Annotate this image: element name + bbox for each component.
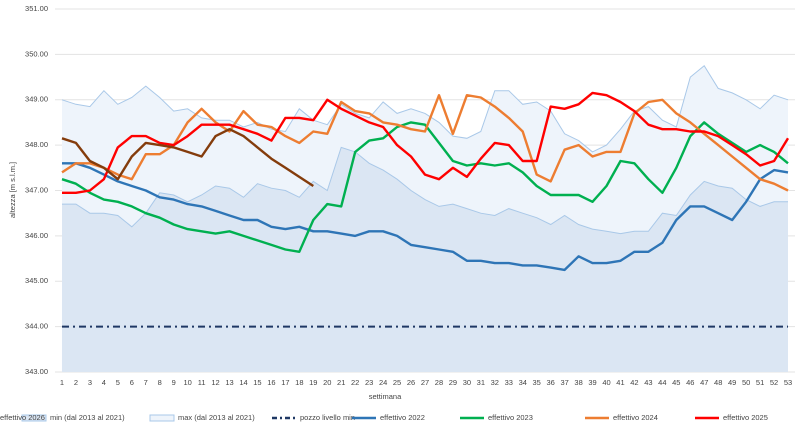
legend-label: min (dal 2013 al 2021) (50, 413, 125, 422)
legend-label: effettivo 2025 (723, 413, 768, 422)
x-tick-label: 19 (309, 378, 317, 387)
x-tick-label: 53 (784, 378, 792, 387)
x-tick-label: 29 (449, 378, 457, 387)
legend-label: effettivo 2026 (0, 413, 45, 422)
x-tick-label: 49 (728, 378, 736, 387)
x-tick-label: 32 (491, 378, 499, 387)
x-tick-label: 39 (588, 378, 596, 387)
x-tick-label: 51 (756, 378, 764, 387)
x-tick-label: 45 (672, 378, 680, 387)
x-tick-label: 35 (533, 378, 541, 387)
x-tick-label: 26 (407, 378, 415, 387)
y-tick-label: 350.00 (25, 49, 48, 58)
x-tick-label: 42 (630, 378, 638, 387)
x-tick-label: 4 (102, 378, 106, 387)
x-tick-label: 13 (225, 378, 233, 387)
x-tick-label: 36 (546, 378, 554, 387)
legend-label: effettivo 2022 (380, 413, 425, 422)
y-tick-label: 351.00 (25, 4, 48, 13)
series-line (62, 91, 790, 194)
x-tick-label: 52 (770, 378, 778, 387)
x-tick-label: 38 (574, 378, 582, 387)
x-axis-label: settimana (369, 392, 402, 401)
x-tick-label: 9 (172, 378, 176, 387)
areas (61, 64, 789, 372)
x-tick-label: 43 (644, 378, 652, 387)
x-tick-label: 46 (686, 378, 694, 387)
x-tick-label: 50 (742, 378, 750, 387)
x-tick-label: 14 (239, 378, 247, 387)
x-tick-label: 41 (616, 378, 624, 387)
x-tick-label: 23 (365, 378, 373, 387)
legend-label: pozzo livello min (300, 413, 355, 422)
x-tick-label: 21 (337, 378, 345, 387)
x-tick-label: 37 (560, 378, 568, 387)
legend-label: effettivo 2023 (488, 413, 533, 422)
area-outline (62, 146, 788, 235)
area (61, 147, 789, 372)
x-tick-label: 24 (379, 378, 387, 387)
x-tick-label: 48 (714, 378, 722, 387)
x-tick-label: 27 (421, 378, 429, 387)
x-tick-label: 8 (158, 378, 162, 387)
series-line (61, 127, 314, 188)
y-tick-label: 345.00 (25, 276, 48, 285)
x-tick-label: 25 (393, 378, 401, 387)
x-tick-label: 7 (144, 378, 148, 387)
x-tick-label: 10 (183, 378, 191, 387)
y-tick-label: 349.00 (25, 95, 48, 104)
x-tick-label: 3 (88, 378, 92, 387)
x-tick-label: 2 (74, 378, 78, 387)
x-tick-label: 6 (130, 378, 134, 387)
x-tick-label: 17 (281, 378, 289, 387)
x-tick-label: 1 (60, 378, 64, 387)
x-tick-label: 5 (116, 378, 120, 387)
x-tick-label: 30 (463, 378, 471, 387)
x-tick-label: 16 (267, 378, 275, 387)
y-axis-label: altezza [m s.l.m.] (8, 162, 17, 218)
x-tick-label: 11 (198, 378, 206, 387)
x-tick-label: 33 (505, 378, 513, 387)
y-tick-label: 346.00 (25, 231, 48, 240)
x-tick-label: 34 (519, 378, 527, 387)
y-tick-label: 343.00 (25, 367, 48, 376)
x-tick-label: 12 (211, 378, 219, 387)
y-tick-label: 347.00 (25, 185, 48, 194)
legend-swatch (149, 414, 175, 422)
x-tick-label: 40 (602, 378, 610, 387)
x-tick-label: 28 (435, 378, 443, 387)
x-tick-label: 22 (351, 378, 359, 387)
legend-label: effettivo 2024 (613, 413, 658, 422)
area-outline (61, 64, 789, 153)
x-tick-label: 18 (295, 378, 303, 387)
legend-label: max (dal 2013 al 2021) (178, 413, 255, 422)
x-tick-label: 31 (477, 378, 485, 387)
series-line (61, 94, 789, 192)
x-tick-label: 15 (253, 378, 261, 387)
series-line (61, 121, 789, 253)
y-tick-label: 344.00 (25, 322, 48, 331)
legend-swatch (21, 414, 47, 422)
y-tick-label: 348.00 (25, 140, 48, 149)
lines (61, 91, 790, 328)
series-line (62, 162, 789, 272)
x-tick-label: 44 (658, 378, 666, 387)
x-tick-label: 47 (700, 378, 708, 387)
x-tick-label: 20 (323, 378, 331, 387)
